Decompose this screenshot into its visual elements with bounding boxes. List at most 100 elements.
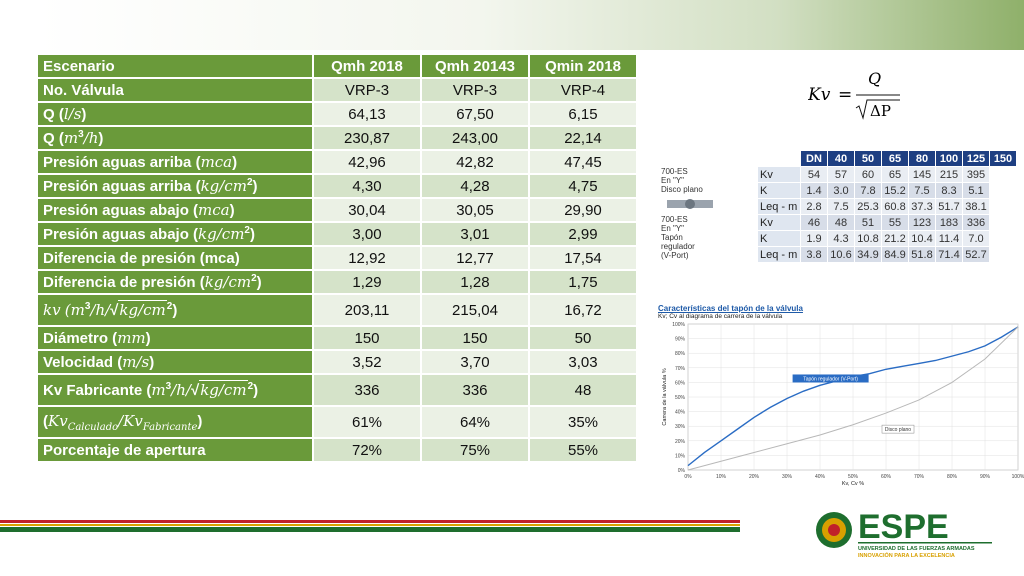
formula-equals: =: [838, 85, 852, 105]
table-cell: 22,14: [528, 125, 638, 151]
chart-title: Características del tapón de la válvula: [658, 304, 803, 313]
table-cell: 30,05: [420, 197, 530, 223]
y-tick-label: 70%: [675, 366, 686, 372]
table-header-row: Escenario Qmh 2018 Qmh 20143 Qmin 2018: [36, 53, 638, 79]
spec-cell: 7.5: [827, 198, 855, 215]
formula-numerator: Q: [868, 69, 881, 88]
table-cell: 4,75: [528, 173, 638, 199]
table-cell: 230,87: [312, 125, 422, 151]
table-row: Presión aguas arriba (mca) 42,96 42,82 4…: [36, 149, 638, 175]
y-tick-label: 10%: [675, 453, 686, 459]
spec-row-label: K: [757, 182, 801, 199]
spec-cell: 7.0: [962, 230, 990, 247]
spec-cell: 3.0: [827, 182, 855, 199]
footer-gold-line: [0, 524, 740, 526]
spec-cell: 51: [854, 214, 882, 231]
chart-plot: 0% 10% 20% 30% 40% 50% 60% 70% 80% 90% 100% 0% 10% 20…: [662, 322, 1024, 487]
espe-logo: ESPE UNIVERSIDAD DE LAS FUERZAS ARMADAS …: [812, 508, 1012, 560]
spec-row-label: Kv: [757, 166, 801, 183]
y-axis-label: Carrera de la válvula %: [662, 368, 668, 425]
x-axis-label: Kv, Cv %: [842, 481, 864, 487]
table-cell: 336: [420, 373, 530, 407]
logo-line1: UNIVERSIDAD DE LAS FUERZAS ARMADAS: [858, 546, 975, 552]
table-row: Velocidad (m/s) 3,52 3,70 3,03: [36, 349, 638, 375]
valve-group-1-caption: 700-ES En "Y" Disco plano: [660, 166, 758, 215]
table-cell: 3,03: [528, 349, 638, 375]
kv-formula-graphic: Kv = Q ΔP: [807, 69, 900, 120]
table-cell: 3,01: [420, 221, 530, 247]
table-cell: 30,04: [312, 197, 422, 223]
x-tick-label: 20%: [749, 474, 760, 480]
x-tick-label: 40%: [815, 474, 826, 480]
header-escenario: Escenario: [36, 53, 314, 79]
row-label: Diferencia de presión (kg/cm2): [36, 269, 314, 295]
logo-underline: [858, 542, 992, 544]
y-tick-label: 0%: [678, 468, 686, 474]
table-cell: 3,52: [312, 349, 422, 375]
table-cell: 1,29: [312, 269, 422, 295]
table-cell: VRP-4: [528, 77, 638, 103]
table-row: Presión aguas arriba (kg/cm2) 4,30 4,28 …: [36, 173, 638, 199]
table-row: kv (m3/h/√kg/cm2) 203,11 215,04 16,72: [36, 293, 638, 327]
row-label: Presión aguas abajo (mca): [36, 197, 314, 223]
series-label-box: [881, 424, 915, 434]
spec-row: Leq - m 2.8 7.5 25.3 60.8 37.3 51.7 38.1: [661, 198, 1017, 215]
spec-header-row: DN 40 50 65 80 100 125 150: [660, 150, 1017, 167]
table-cell: 3,00: [312, 221, 422, 247]
table-cell: 4,30: [312, 173, 422, 199]
spec-cell: 1.9: [800, 230, 828, 247]
series-label-box: [792, 374, 869, 383]
spec-header-cell: 150: [989, 150, 1017, 167]
spec-cell: 10.8: [854, 230, 882, 247]
y-tick-label: 60%: [675, 380, 686, 386]
spec-cell: 34.9: [854, 246, 882, 263]
espe-logo-graphic: ESPE UNIVERSIDAD DE LAS FUERZAS ARMADAS …: [816, 508, 992, 559]
table-cell: 1,28: [420, 269, 530, 295]
spec-cell: 336: [962, 214, 990, 231]
table-cell: 48: [528, 373, 638, 407]
logo-line2: INNOVACIÓN PARA LA EXCELENCIA: [858, 551, 955, 559]
table-cell: 67,50: [420, 101, 530, 127]
table-row: Presión aguas abajo (mca) 30,04 30,05 29…: [36, 197, 638, 223]
spec-header-cell: 100: [935, 150, 963, 167]
spec-cell: 145: [908, 166, 936, 183]
row-label: Q (m3/h): [36, 125, 314, 151]
spec-cell: 52.7: [962, 246, 990, 263]
spec-cell: 48: [827, 214, 855, 231]
table-cell: 6,15: [528, 101, 638, 127]
logo-seal-center: [828, 524, 840, 536]
header-qmh-20143: Qmh 20143: [420, 53, 530, 79]
table-cell: 4,28: [420, 173, 530, 199]
spec-cell: 183: [935, 214, 963, 231]
spec-cell: 55: [881, 214, 909, 231]
row-label: Presión aguas arriba (mca): [36, 149, 314, 175]
spec-row-label: K: [757, 230, 801, 247]
spec-cell: 25.3: [854, 198, 882, 215]
spec-header-cell: 125: [962, 150, 990, 167]
spec-cell: 71.4: [935, 246, 963, 263]
spec-cell: 5.1: [962, 182, 990, 199]
spec-header-cell: 40: [827, 150, 855, 167]
sqrt-sign: [855, 99, 900, 120]
y-tick-label: 50%: [675, 395, 686, 401]
table-cell: 203,11: [312, 293, 422, 327]
y-tick-label: 100%: [672, 322, 685, 328]
spec-cell: 7.5: [908, 182, 936, 199]
spec-row: K 1.4 3.0 7.8 15.2 7.5 8.3 5.1: [661, 182, 1017, 199]
table-cell: 72%: [312, 437, 422, 463]
y-tick-label: 80%: [675, 351, 686, 357]
spec-cell: 46: [800, 214, 828, 231]
spec-cell: 21.2: [881, 230, 909, 247]
spec-row-label: Leq - m: [757, 198, 801, 215]
table-cell: 1,75: [528, 269, 638, 295]
spec-cell: 3.8: [800, 246, 828, 263]
row-label: Presión aguas arriba (kg/cm2): [36, 173, 314, 199]
table-cell: 16,72: [528, 293, 638, 327]
y-tick-label: 90%: [675, 337, 686, 343]
y-tick-label: 40%: [675, 410, 686, 416]
spec-cell: 1.4: [800, 182, 828, 199]
table-cell: 336: [312, 373, 422, 407]
table-cell: 64,13: [312, 101, 422, 127]
table-cell: 2,99: [528, 221, 638, 247]
table-row: Q (m3/h) 230,87 243,00 22,14: [36, 125, 638, 151]
